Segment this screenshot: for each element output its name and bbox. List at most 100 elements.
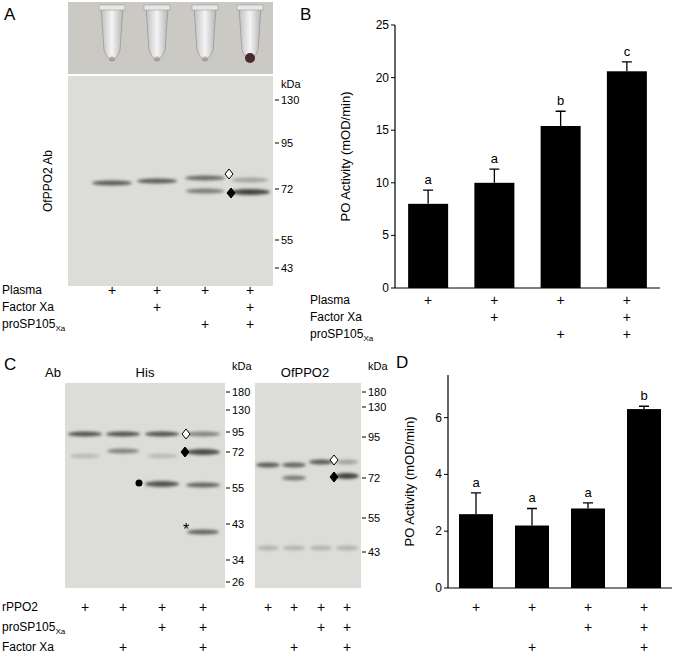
tube-cap <box>192 5 218 10</box>
y-tick-label: 20 <box>376 71 390 85</box>
y-axis <box>447 375 448 588</box>
open-diamond <box>225 169 233 179</box>
plus-sign: + <box>199 619 207 635</box>
significance-letter: a <box>491 151 499 166</box>
plus-sign: + <box>528 599 536 615</box>
ladder-tick <box>362 392 366 393</box>
plus-sign: + <box>246 316 254 332</box>
y-tick <box>444 417 448 418</box>
plus-sign: + <box>343 619 351 635</box>
y-tick <box>391 77 395 78</box>
y-tick-label: 6 <box>435 411 442 425</box>
blot-band <box>92 180 132 185</box>
blot-band <box>335 473 359 479</box>
figure: ABCDOfPPO2 AbkDa13095725543PlasmaFactor … <box>0 0 685 670</box>
ladder-label: 180 <box>368 386 386 398</box>
tube-cap <box>237 5 263 10</box>
ladder-tick <box>226 560 230 561</box>
y-axis <box>394 25 395 288</box>
tube-residue <box>202 57 208 62</box>
row-label: proSP105Xa <box>310 327 374 343</box>
tube-cap <box>144 5 170 10</box>
row-label-main: proSP105 <box>310 327 364 341</box>
blot-band <box>147 453 177 458</box>
row-label: proSP105Xa <box>2 620 66 636</box>
ladder-tick <box>362 518 366 519</box>
ladder-tick <box>362 407 366 408</box>
kda-unit: kDa <box>281 78 301 90</box>
plus-sign: + <box>557 292 565 308</box>
error-bar <box>471 493 481 514</box>
significance-letter: a <box>472 475 480 490</box>
ladder-label: 55 <box>368 512 380 524</box>
panel-letter: B <box>300 5 311 24</box>
blot-band <box>310 545 332 550</box>
tube <box>101 8 123 60</box>
y-tick-label: 25 <box>376 18 390 32</box>
tube-pellet <box>245 53 255 63</box>
significance-letter: a <box>528 490 536 505</box>
row-label: Factor Xa <box>2 300 54 314</box>
y-tick-label: 10 <box>376 176 390 190</box>
ladder-tick <box>226 452 230 453</box>
ladder-tick <box>226 488 230 489</box>
y-tick <box>444 588 448 589</box>
ladder-tick <box>226 432 230 433</box>
y-tick-label: 0 <box>435 581 442 595</box>
ladder-tick <box>275 143 279 144</box>
blot-band <box>137 178 177 183</box>
blot-band <box>145 481 179 487</box>
blot-header: OfPPO2 <box>281 365 329 380</box>
panel-letter: A <box>4 5 16 24</box>
plus-sign: + <box>201 316 209 332</box>
filled-diamond <box>227 188 235 198</box>
error-bar <box>423 190 433 204</box>
ladder-label: 43 <box>281 262 293 274</box>
row-label: proSP105Xa <box>2 317 66 333</box>
plus-sign: + <box>158 599 166 615</box>
blot-band <box>230 189 270 195</box>
blot-header: His <box>136 365 155 380</box>
y-tick <box>391 130 395 131</box>
x-axis <box>395 287 660 288</box>
plus-sign: + <box>640 639 648 655</box>
row-label: Plasma <box>2 283 42 297</box>
bar <box>607 71 647 288</box>
plus-sign: + <box>640 619 648 635</box>
blot-band <box>186 482 220 487</box>
row-label-main: proSP105 <box>2 620 56 634</box>
tube <box>239 8 261 60</box>
ladder-label: 43 <box>368 546 380 558</box>
plus-sign: + <box>81 599 89 615</box>
blot-band <box>283 545 305 550</box>
plus-sign: + <box>290 599 298 615</box>
blot-band <box>68 431 102 436</box>
tube-photo <box>68 2 273 74</box>
significance-letter: b <box>557 93 564 108</box>
blot-band <box>309 459 333 464</box>
blot-band <box>186 431 220 436</box>
tube-residue <box>109 57 115 62</box>
ladder-label: 130 <box>232 404 250 416</box>
ladder-label: 55 <box>281 234 293 246</box>
ladder-label: 180 <box>232 386 250 398</box>
bar <box>571 508 605 588</box>
ladder-tick <box>226 524 230 525</box>
ladder-tick <box>226 582 230 583</box>
y-tick <box>444 531 448 532</box>
ladder-tick <box>275 268 279 269</box>
ladder-tick <box>362 437 366 438</box>
significance-letter: a <box>425 172 433 187</box>
ladder-tick <box>275 189 279 190</box>
blot-band <box>256 462 280 467</box>
plus-sign: + <box>317 599 325 615</box>
filled-diamond <box>181 447 189 457</box>
ladder-tick <box>226 392 230 393</box>
ladder-label: 72 <box>281 183 293 195</box>
plus-sign: + <box>623 292 631 308</box>
blot-band <box>185 175 225 180</box>
row-label-sub: Xa <box>55 627 65 636</box>
plus-sign: + <box>640 599 648 615</box>
plus-sign: + <box>317 619 325 635</box>
filled-diamond <box>330 472 338 482</box>
